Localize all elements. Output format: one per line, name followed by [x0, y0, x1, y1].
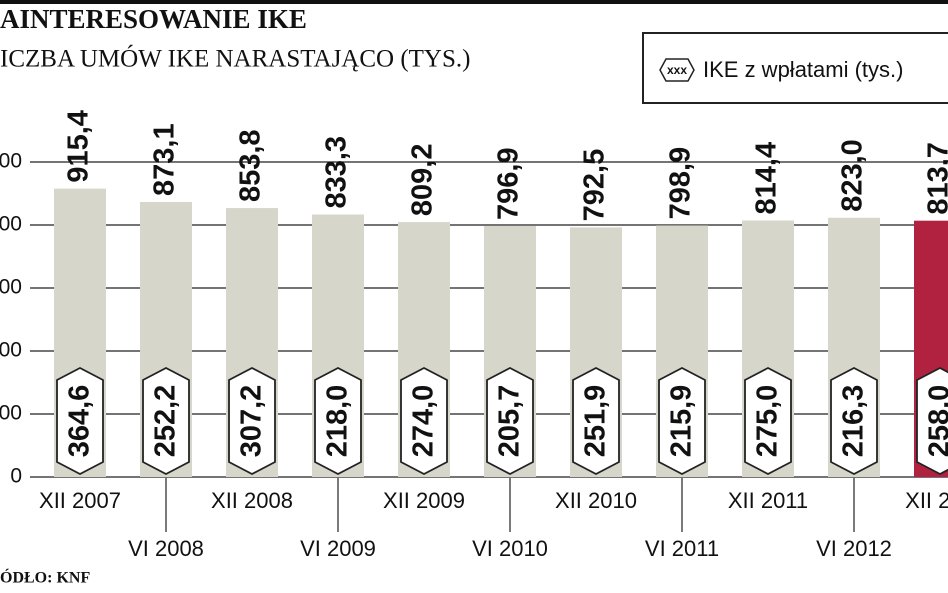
x-tick-label: XII 2010: [555, 488, 637, 513]
value-label: 798,9: [665, 147, 697, 220]
x-tick-label: VI 2012: [816, 536, 892, 561]
legend: xxx IKE z wpłatami (tys.): [642, 32, 948, 104]
badge-label: 258,0: [924, 385, 948, 458]
value-label: 813,7: [923, 142, 948, 215]
value-label: 915,4: [63, 110, 95, 183]
legend-label: IKE z wpłatami (tys.): [703, 57, 903, 82]
badge-label: 274,0: [408, 385, 440, 458]
badge-label: 251,9: [580, 385, 612, 458]
value-label: 823,0: [837, 139, 869, 212]
value-label: 792,5: [579, 149, 611, 222]
x-tick-label: XII 2009: [383, 488, 465, 513]
y-tick-label: 0: [10, 465, 22, 488]
value-label: 873,1: [149, 123, 181, 196]
badge-label: 216,3: [838, 385, 870, 458]
badge: [400, 366, 448, 476]
y-tick-label: 400: [0, 339, 22, 362]
y-tick-label: 1000: [0, 150, 22, 173]
y-tick-label: 600: [0, 276, 22, 299]
badge-label: 252,2: [150, 385, 182, 458]
x-tick-label: XII 201: [905, 488, 948, 513]
badge-label: 218,0: [322, 385, 354, 458]
x-tick-label: XII 2008: [211, 488, 293, 513]
badge: [744, 366, 792, 476]
badge: [314, 366, 362, 476]
x-tick-label: VI 2008: [128, 536, 204, 561]
legend-box: [642, 32, 948, 104]
chart-subtitle: ICZBA UMÓW IKE NARASTAJĄCO (TYS.): [0, 45, 470, 73]
legend-symbol: [659, 58, 695, 82]
badge: [142, 366, 190, 476]
value-label: 833,3: [321, 136, 353, 209]
value-label: 809,2: [407, 144, 439, 217]
value-label: 814,4: [751, 142, 783, 215]
source: ÓDŁO: KNF: [0, 568, 90, 587]
badge: [228, 366, 276, 476]
x-tick-label: XII 2007: [39, 488, 121, 513]
x-tick-label: VI 2009: [300, 536, 376, 561]
badge: [830, 366, 878, 476]
badge: [572, 366, 620, 476]
badge: [486, 366, 534, 476]
x-tick-label: VI 2010: [472, 536, 548, 561]
value-label: 853,8: [235, 129, 267, 202]
badge-label: 205,7: [494, 385, 526, 458]
badge-label: 364,6: [64, 385, 96, 458]
legend-symbol-text: xxx: [667, 63, 687, 77]
x-tick-label: XII 2011: [728, 488, 808, 513]
y-tick-label: 800: [0, 213, 22, 236]
badge-label: 275,0: [752, 385, 784, 458]
badge-label: 307,2: [236, 385, 268, 458]
badge: [658, 366, 706, 476]
chart-title: AINTERESOWANIE IKE: [0, 4, 307, 34]
value-label: 796,9: [493, 147, 525, 220]
y-tick-label: 200: [0, 402, 22, 425]
x-tick-label: VI 2011: [645, 536, 719, 561]
badge: [916, 366, 948, 476]
badge: [56, 366, 104, 476]
badge-label: 215,9: [666, 385, 698, 458]
